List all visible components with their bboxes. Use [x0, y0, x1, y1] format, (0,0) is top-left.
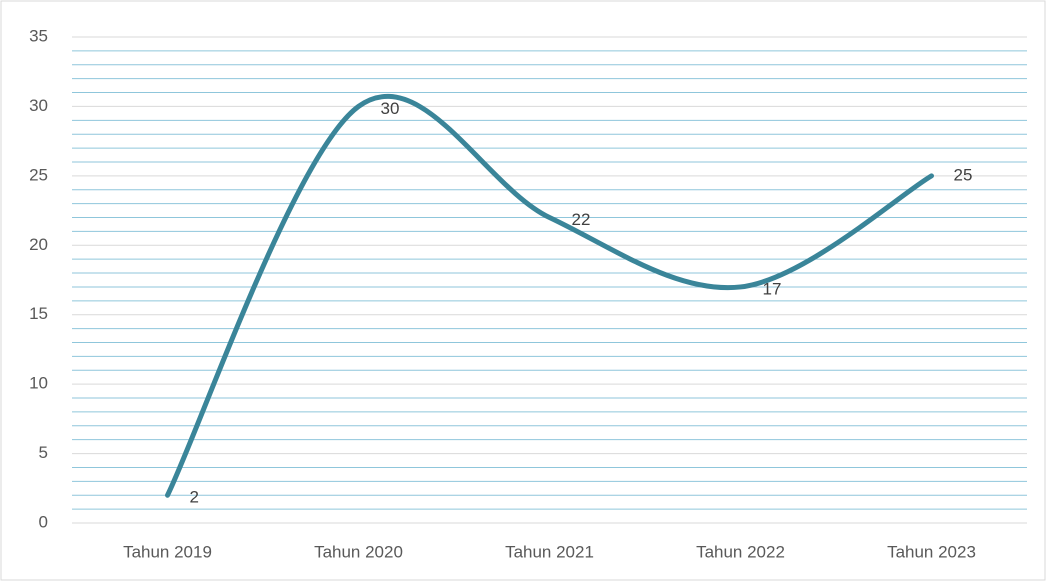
- line: [165, 94, 934, 498]
- y-tick-label: 35: [29, 26, 48, 45]
- y-tick-label: 20: [29, 235, 48, 254]
- y-tick-label: 10: [29, 374, 48, 393]
- y-tick-label: 25: [29, 165, 48, 184]
- x-tick-label: Tahun 2020: [314, 542, 403, 561]
- y-tick-label: 15: [29, 304, 48, 323]
- y-tick-label: 0: [39, 512, 48, 531]
- y-tick-label: 5: [39, 443, 48, 462]
- data-label: 30: [381, 99, 400, 118]
- data-label: 22: [572, 210, 591, 229]
- y-tick-label: 30: [29, 96, 48, 115]
- data-label: 2: [190, 488, 199, 507]
- x-tick-label: Tahun 2022: [696, 542, 785, 561]
- x-tick-label: Tahun 2021: [505, 542, 594, 561]
- data-label: 17: [763, 279, 782, 298]
- data-label: 25: [954, 165, 973, 184]
- x-tick-label: Tahun 2019: [123, 542, 212, 561]
- x-tick-label: Tahun 2023: [887, 542, 976, 561]
